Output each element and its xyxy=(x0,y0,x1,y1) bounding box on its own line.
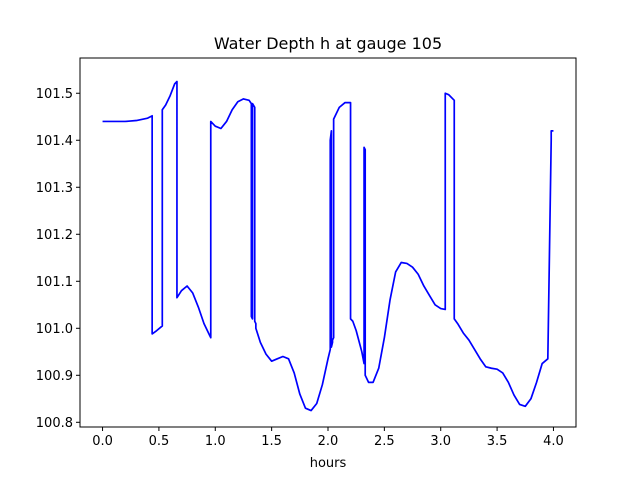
x-axis: 0.0 0.5 1.0 1.5 2.0 2.5 3.0 3.5 4.0 xyxy=(92,427,564,449)
y-tick-label: 100.8 xyxy=(36,416,73,431)
y-axis: 100.8 100.9 101.0 101.1 101.2 101.3 101.4 101.5 xyxy=(36,87,80,431)
x-axis-title: hours xyxy=(310,456,347,471)
y-tick-label: 101.5 xyxy=(36,87,73,102)
y-tick-label: 101.3 xyxy=(36,181,73,196)
series-line-water-depth xyxy=(102,80,554,412)
x-tick-label: 4.0 xyxy=(543,434,564,449)
x-tick-label: 3.0 xyxy=(430,434,451,449)
y-tick-label: 101.0 xyxy=(36,322,73,337)
x-tick-label: 2.5 xyxy=(374,434,395,449)
chart-title: Water Depth h at gauge 105 xyxy=(214,34,442,53)
x-tick-label: 3.5 xyxy=(487,434,508,449)
x-tick-label: 0.0 xyxy=(92,434,113,449)
y-tick-label: 101.1 xyxy=(36,275,73,290)
y-tick-label: 100.9 xyxy=(36,369,73,384)
plot-area xyxy=(79,57,577,428)
y-tick-label: 101.4 xyxy=(36,134,73,149)
y-tick-label: 101.2 xyxy=(36,228,73,243)
x-tick-label: 1.5 xyxy=(261,434,282,449)
x-tick-label: 2.0 xyxy=(318,434,339,449)
x-tick-label: 0.5 xyxy=(149,434,170,449)
x-tick-label: 1.0 xyxy=(205,434,226,449)
